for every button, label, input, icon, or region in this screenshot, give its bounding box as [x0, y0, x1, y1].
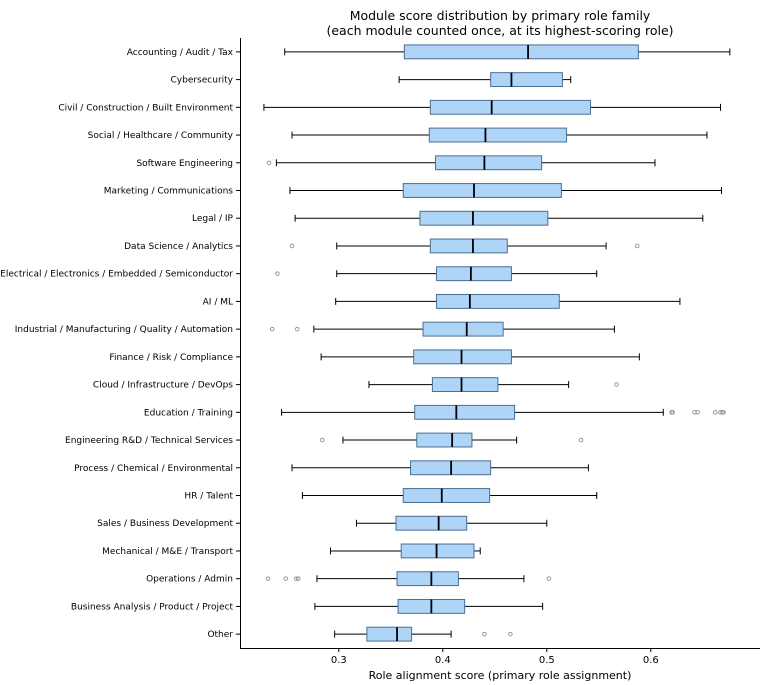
outlier-point: [546, 576, 552, 581]
outlier-point: [578, 437, 584, 443]
outlier-point: [289, 243, 295, 249]
x-tick-label: 0.6: [643, 655, 659, 666]
iqr-box: [429, 238, 508, 254]
outlier-point: [294, 326, 300, 332]
box-group: Cybersecurity: [171, 72, 572, 88]
outlier-point: [634, 243, 640, 249]
category-label: Data Science / Analytics: [124, 242, 233, 252]
outlier-point: [295, 576, 301, 581]
outlier-point: [721, 410, 726, 415]
box-group: Sales / Business Development: [97, 515, 548, 531]
iqr-box: [490, 72, 563, 88]
iqr-box: [402, 488, 491, 503]
outlier-point: [614, 382, 619, 387]
outlier-point: [275, 271, 280, 276]
iqr-box: [396, 571, 459, 587]
chart-title-line-1: Module score distribution by primary rol…: [350, 8, 651, 23]
box-group: Marketing / Communications: [104, 183, 723, 198]
box-group: Process / Chemical / Environmental: [74, 460, 589, 476]
iqr-box: [436, 266, 512, 282]
x-axis-label: Role alignment score (primary role assig…: [369, 669, 632, 682]
x-axis-ticks: 0.3 0.4 0.5 0.6: [331, 648, 659, 666]
iqr-box: [416, 432, 473, 448]
category-label: Other: [207, 630, 233, 640]
category-label: Operations / Admin: [146, 575, 233, 585]
iqr-box: [414, 404, 516, 420]
box-group: Accounting / Audit / Tax: [127, 44, 731, 60]
outlier-point: [293, 576, 299, 581]
category-label: Cybersecurity: [171, 76, 234, 86]
iqr-box: [395, 515, 468, 531]
box-group: Legal / IP: [192, 210, 704, 226]
category-label: Mechanical / M&E / Transport: [102, 547, 233, 557]
category-label: Legal / IP: [192, 214, 234, 224]
iqr-box: [428, 127, 568, 143]
category-label: Education / Training: [144, 408, 233, 418]
box-group: HR / Talent: [184, 488, 598, 503]
box-group: Civil / Construction / Built Environment: [58, 99, 721, 115]
box-group: Operations / Admin: [146, 571, 552, 587]
category-label: Social / Healthcare / Community: [88, 131, 234, 141]
category-label: Cloud / Infrastructure / DevOps: [93, 381, 233, 391]
iqr-box: [419, 210, 549, 226]
x-tick-label: 0.5: [539, 655, 555, 666]
outlier-point: [283, 576, 289, 581]
box-group: AI / ML: [203, 293, 681, 309]
box-group: Education / Training: [144, 404, 726, 420]
iqr-box: [413, 349, 512, 365]
outlier-point: [670, 410, 675, 415]
iqr-box: [403, 44, 639, 60]
outlier-point: [695, 410, 700, 415]
outlier-point: [319, 437, 325, 443]
box-group: Data Science / Analytics: [124, 238, 640, 254]
box-group: Finance / Risk / Compliance: [109, 349, 640, 365]
outlier-point: [266, 160, 272, 166]
box-group: Engineering R&D / Technical Services: [65, 432, 584, 448]
iqr-box: [431, 377, 499, 393]
box-group: Electrical / Electronics / Embedded / Se…: [0, 266, 598, 282]
category-label: Accounting / Audit / Tax: [127, 48, 234, 58]
outlier-point: [265, 576, 271, 581]
category-label: Sales / Business Development: [97, 519, 233, 529]
box-group: Social / Healthcare / Community: [88, 127, 708, 143]
category-label: Process / Chemical / Environmental: [74, 464, 233, 474]
category-label: Marketing / Communications: [104, 187, 234, 197]
iqr-box: [435, 155, 543, 171]
x-tick-label: 0.3: [331, 655, 347, 666]
iqr-box: [429, 99, 591, 115]
category-label: HR / Talent: [184, 492, 233, 502]
box-group: Business Analysis / Product / Project: [71, 598, 544, 614]
box-group: Other: [207, 626, 513, 642]
box-group: Software Engineering: [136, 155, 656, 171]
category-label: Finance / Risk / Compliance: [109, 353, 233, 363]
category-label: Electrical / Electronics / Embedded / Se…: [0, 270, 233, 280]
plot-area: Accounting / Audit / Tax Cybersecurity Civ…: [0, 44, 731, 642]
category-label: Software Engineering: [136, 159, 233, 169]
iqr-box: [422, 321, 504, 337]
category-label: Civil / Construction / Built Environment: [58, 103, 233, 113]
box-group: Cloud / Infrastructure / DevOps: [93, 377, 619, 393]
outlier-point: [482, 631, 487, 637]
iqr-box: [366, 626, 413, 642]
chart-title-line-2: (each module counted once, at its highes…: [326, 23, 673, 38]
outlier-point: [712, 410, 718, 415]
box-group: Industrial / Manufacturing / Quality / A…: [15, 321, 615, 337]
box-group: Mechanical / M&E / Transport: [102, 543, 481, 559]
iqr-box: [436, 293, 560, 309]
outlier-point: [508, 631, 513, 637]
category-label: Industrial / Manufacturing / Quality / A…: [15, 325, 233, 335]
outlier-point: [269, 326, 275, 332]
category-label: Engineering R&D / Technical Services: [65, 436, 233, 446]
iqr-box: [400, 543, 475, 559]
iqr-box: [402, 183, 562, 198]
category-label: AI / ML: [203, 297, 233, 307]
category-label: Business Analysis / Product / Project: [71, 602, 234, 612]
x-tick-label: 0.4: [435, 655, 451, 666]
